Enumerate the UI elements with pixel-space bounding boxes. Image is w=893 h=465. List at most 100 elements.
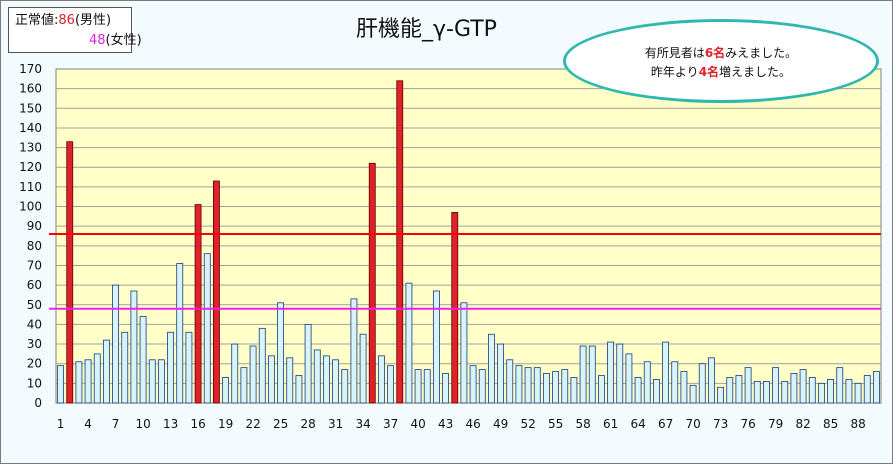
x-tick-label: 22: [245, 417, 260, 431]
x-tick-label: 37: [383, 417, 398, 431]
y-tick-label: 120: [19, 160, 42, 174]
legend-male-row: 正常値:86(男性): [15, 11, 111, 30]
bar: [698, 363, 706, 404]
bar: [872, 371, 880, 404]
bar: [387, 365, 395, 404]
bar: [680, 371, 688, 404]
bar: [515, 365, 523, 404]
y-tick-label: 100: [19, 200, 42, 214]
bar: [75, 361, 83, 404]
x-tick-label: 40: [410, 417, 425, 431]
bar: [130, 290, 138, 404]
bar: [231, 343, 239, 404]
bar: [652, 379, 660, 404]
x-tick-label: 7: [112, 417, 120, 431]
bar: [240, 367, 248, 404]
bar: [121, 331, 129, 404]
bar: [717, 386, 725, 404]
bar: [57, 365, 65, 404]
bar: [249, 345, 257, 404]
bar: [827, 379, 835, 404]
bar: [203, 253, 211, 404]
bar: [377, 355, 385, 404]
bar: [790, 373, 798, 404]
bar: [341, 369, 349, 404]
bar: [304, 324, 312, 404]
bar: [836, 367, 844, 404]
bar: [295, 375, 303, 404]
x-tick-label: 16: [190, 417, 205, 431]
bar: [570, 377, 578, 404]
bar: [167, 331, 175, 404]
bar: [744, 367, 752, 404]
bar: [442, 373, 450, 404]
bar: [634, 377, 642, 404]
x-tick-label: 13: [163, 417, 178, 431]
bar: [762, 380, 770, 404]
x-tick-label: 25: [273, 417, 288, 431]
bar: [597, 375, 605, 404]
y-tick-label: 10: [27, 376, 42, 390]
bar: [781, 380, 789, 404]
y-tick-label: 40: [27, 317, 42, 331]
y-tick-label: 170: [19, 62, 42, 76]
legend-female-row: 48(女性): [89, 31, 142, 50]
bar: [817, 382, 825, 404]
bar-abnormal: [66, 141, 74, 404]
bar: [286, 357, 294, 404]
y-tick-label: 110: [19, 180, 42, 194]
bar: [863, 375, 871, 404]
y-tick-label: 60: [27, 278, 42, 292]
x-tick-label: 4: [84, 417, 92, 431]
bar: [414, 369, 422, 404]
x-tick-label: 34: [355, 417, 370, 431]
bar: [643, 361, 651, 404]
x-axis-ticks: 1 4 7 10 13 16 19 22 25 28 31 34 37 40 43 46 49 52 55 58 61 6…: [57, 417, 866, 431]
bar: [350, 298, 358, 404]
bar: [423, 369, 431, 404]
bar: [607, 341, 615, 404]
x-tick-label: 46: [465, 417, 480, 431]
bar: [854, 382, 862, 404]
bar-abnormal: [212, 180, 220, 404]
bar: [625, 353, 633, 404]
bar: [689, 384, 697, 404]
legend-female-unit: (女性): [105, 33, 142, 48]
bar: [469, 365, 477, 404]
bar: [139, 316, 147, 404]
x-tick-label: 1: [57, 417, 65, 431]
bar: [157, 359, 165, 404]
gridlines: [56, 88, 881, 384]
bar: [753, 380, 761, 404]
x-tick-label: 73: [713, 417, 728, 431]
normal-value-legend: 正常値:86(男性) 48(女性): [8, 7, 142, 53]
bar: [102, 339, 110, 404]
x-tick-label: 19: [218, 417, 233, 431]
bar: [808, 377, 816, 404]
callout-note: 有所見者は6名みえました。 昨年より4名増えました。: [563, 19, 879, 103]
bar: [460, 302, 468, 404]
bar: [542, 373, 550, 404]
note-line2-prefix: 昨年より: [650, 65, 699, 79]
bar: [662, 341, 670, 404]
y-tick-label: 150: [19, 101, 42, 115]
y-tick-label: 70: [27, 258, 42, 272]
bar: [277, 302, 285, 404]
bar: [616, 343, 624, 404]
bar: [84, 359, 92, 404]
note-line1-prefix: 有所見者は: [644, 46, 705, 60]
bar: [322, 355, 330, 404]
plot-area: [55, 68, 882, 404]
bar: [487, 333, 495, 404]
legend-male-value: 86: [58, 13, 75, 28]
bar: [533, 367, 541, 404]
bar: [726, 377, 734, 404]
bar: [671, 361, 679, 404]
plot-background: [55, 68, 882, 404]
x-tick-label: 85: [823, 417, 838, 431]
y-axis-ticks: 0 10 20 30 40 50 60 70 80 90 100 110 120 130 140 150 160…: [19, 62, 42, 410]
x-tick-label: 76: [740, 417, 755, 431]
bar: [561, 369, 569, 404]
bar: [845, 379, 853, 404]
x-tick-label: 58: [575, 417, 590, 431]
